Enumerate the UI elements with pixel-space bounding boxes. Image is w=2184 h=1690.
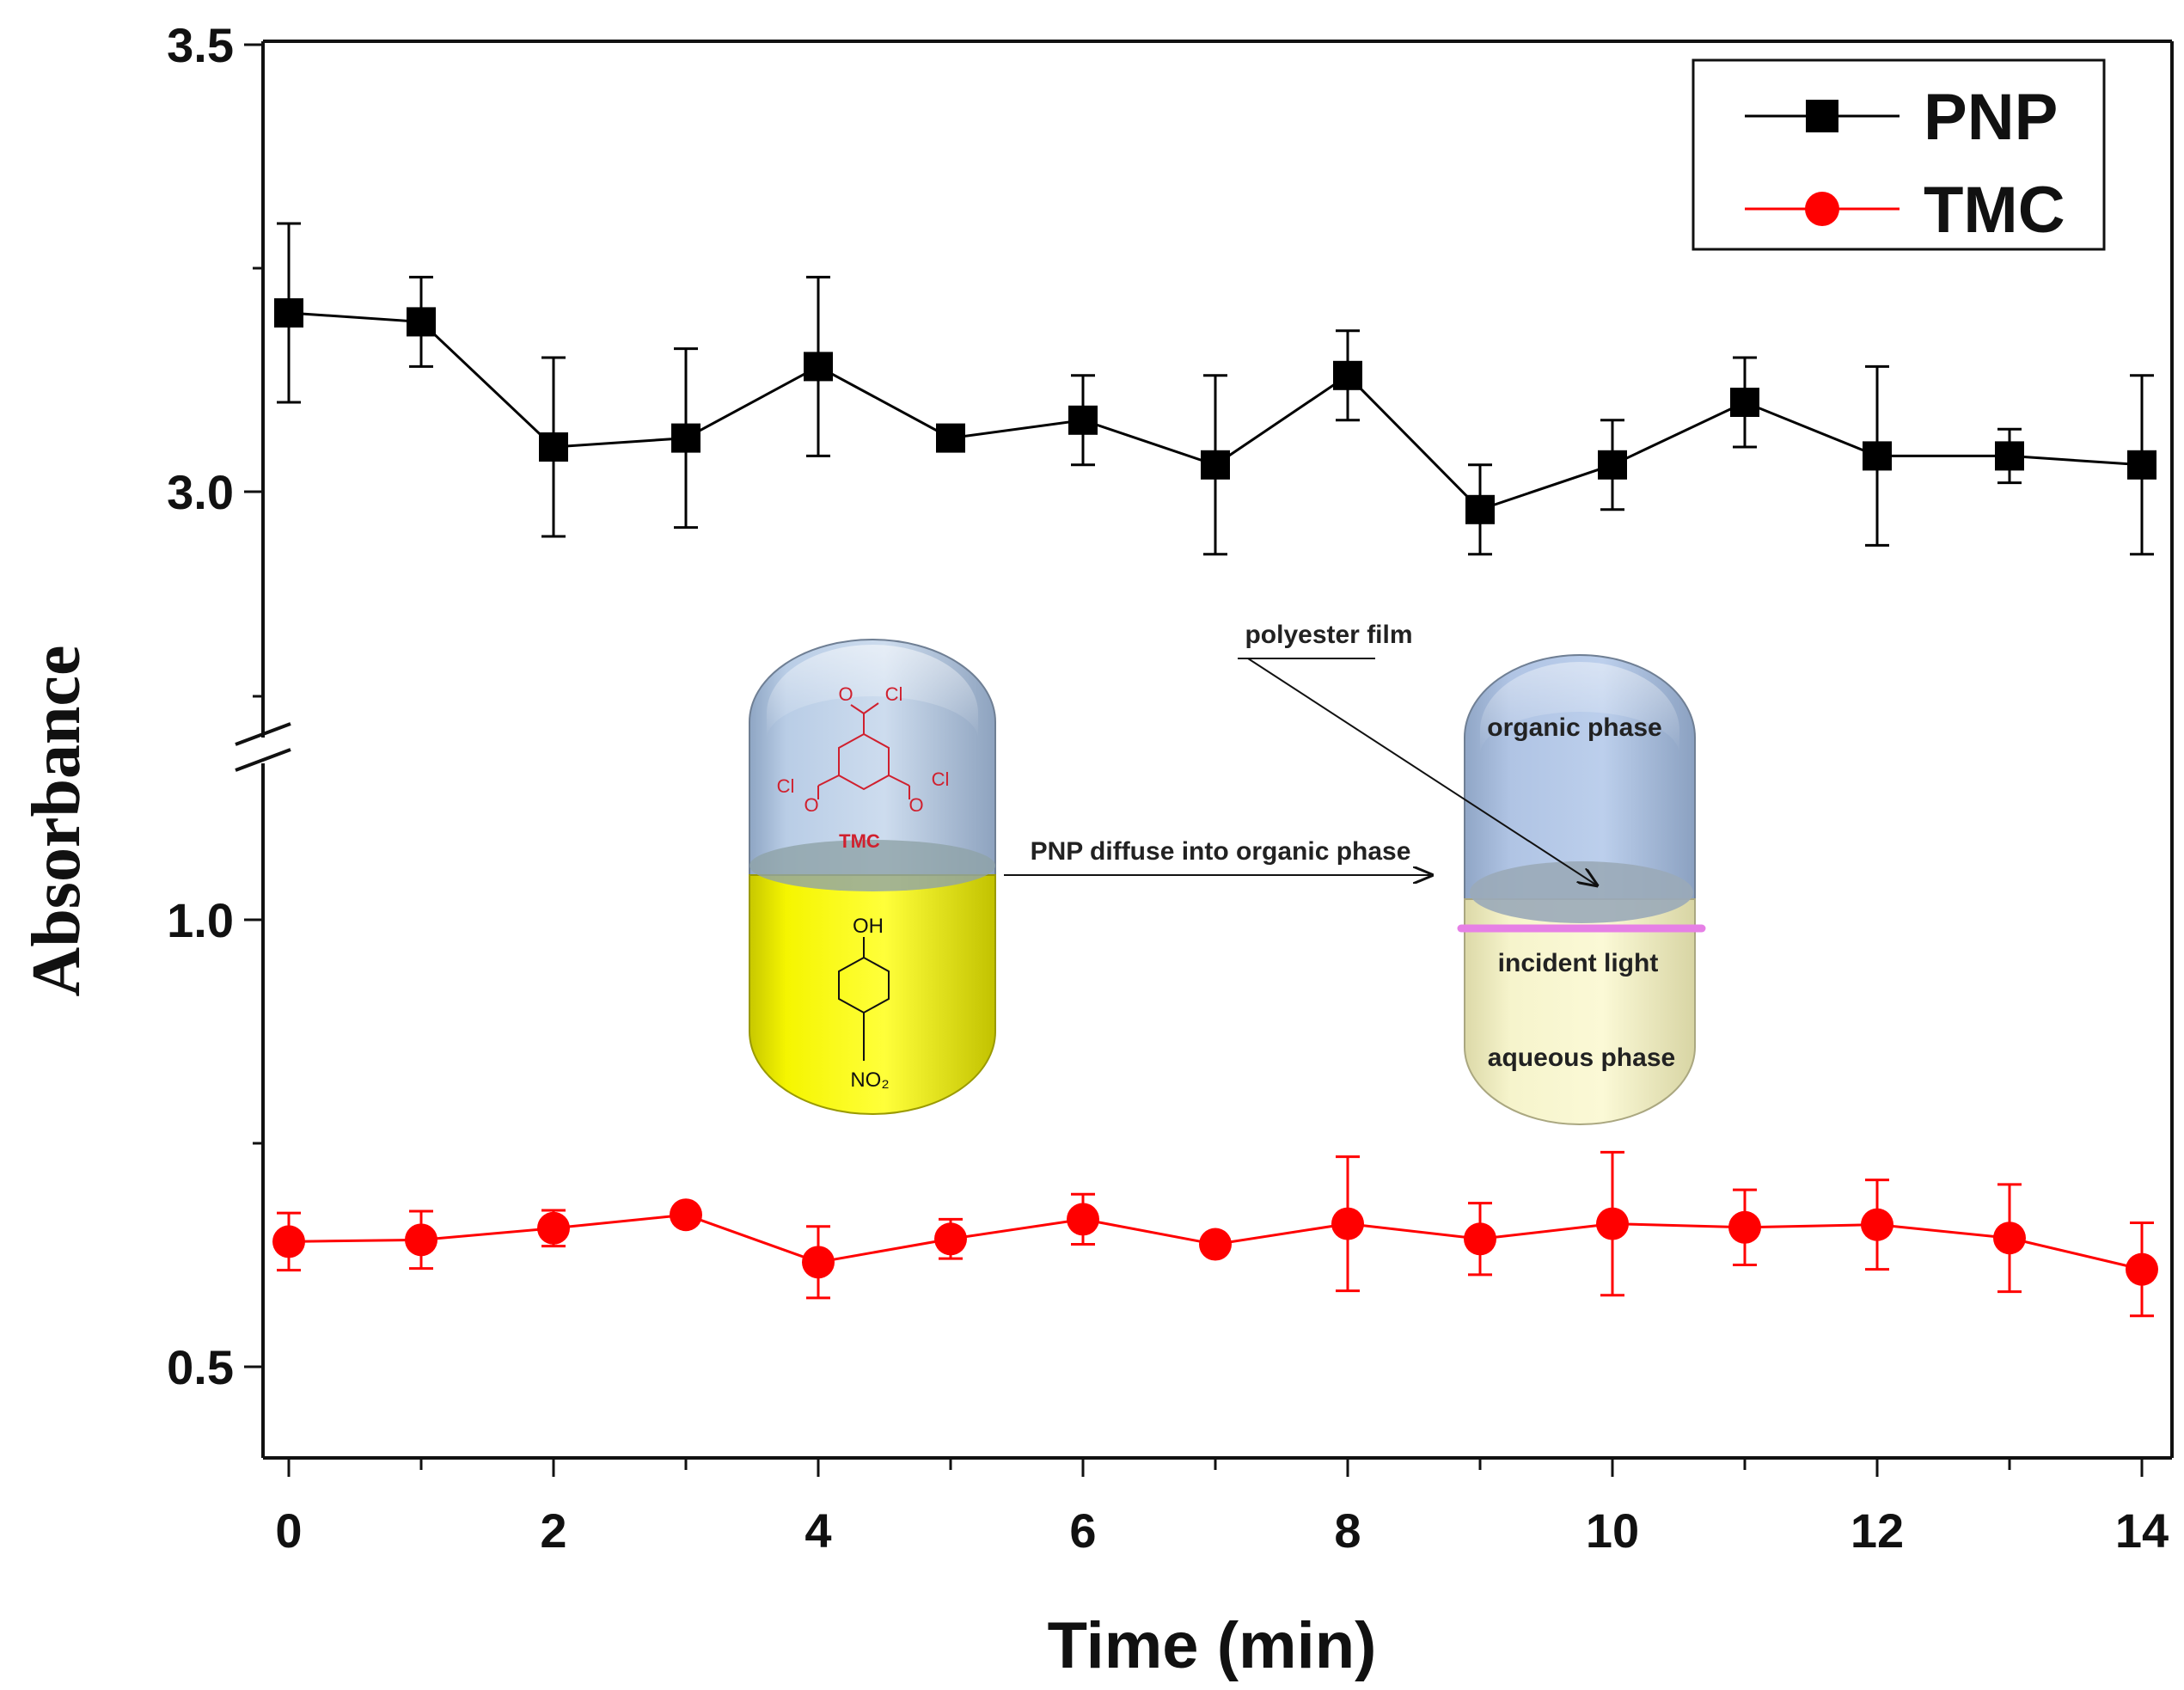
right-vial: polyester film organic phase incident li… [1238, 621, 1706, 1125]
legend-box [1692, 58, 2106, 251]
tmc-point-4 [802, 1246, 835, 1279]
right-vial-aqueous-layer [1464, 898, 1696, 1125]
axis-break-mark-2 [235, 748, 291, 772]
tmc-point-7 [1199, 1228, 1232, 1261]
legend-label-pnp: PNP [1924, 81, 2058, 154]
tmc-label-o-top: O [838, 683, 853, 705]
y-tick-label-3.5: 3.5 [167, 18, 234, 72]
tmc-point-9 [1464, 1222, 1496, 1256]
pnp-point-10 [1598, 450, 1627, 480]
tmc-point-0 [272, 1225, 305, 1258]
pnp-point-5 [936, 423, 965, 453]
pnp-point-3 [671, 423, 700, 453]
organic-phase-label: organic phase [1487, 713, 1661, 742]
legend-label-tmc: TMC [1924, 174, 2065, 247]
x-tick-label-8: 8 [1334, 1503, 1361, 1558]
pnp-label-no2: NO₂ [850, 1068, 889, 1092]
left-vial-interface [749, 840, 995, 891]
pnp-point-1 [407, 307, 436, 337]
x-tick-label-10: 10 [1586, 1503, 1639, 1558]
y-ticks: 0.5 1.0 3.0 3.5 [167, 18, 263, 1394]
pnp-point-12 [1863, 441, 1892, 471]
tmc-point-1 [405, 1223, 437, 1257]
tmc-label-o-right: O [908, 794, 923, 816]
tmc-point-13 [1993, 1222, 2026, 1255]
series-layer [272, 222, 2158, 1318]
inset-illustration: O Cl O Cl Cl O TMC Cl OH NO₂ PNP diffuse… [749, 621, 1706, 1125]
tmc-label-cl-left: Cl [777, 775, 795, 797]
pnp-point-2 [539, 432, 568, 462]
x-tick-label-2: 2 [540, 1503, 566, 1558]
tmc-point-10 [1596, 1207, 1629, 1240]
tmc-structure [817, 702, 910, 799]
x-tick-label-6: 6 [1069, 1503, 1096, 1558]
pnp-point-4 [804, 352, 833, 382]
tmc-label-cl-top: Cl [885, 683, 903, 705]
tmc-point-2 [537, 1211, 570, 1245]
pnp-point-6 [1068, 405, 1098, 435]
tmc-point-8 [1331, 1207, 1364, 1240]
tmc-point-11 [1728, 1210, 1761, 1244]
pnp-point-11 [1730, 388, 1759, 417]
legend-marker-pnp [1806, 100, 1838, 132]
tmc-point-12 [1861, 1208, 1893, 1241]
y-tick-label-0.5: 0.5 [167, 1340, 234, 1394]
pnp-point-9 [1465, 494, 1495, 524]
left-vial: O Cl O Cl Cl O TMC Cl OH NO₂ [749, 639, 996, 1115]
left-vial-highlight [767, 645, 978, 739]
tmc-point-3 [670, 1198, 702, 1232]
right-vial-highlight [1480, 662, 1679, 755]
tmc-label-cl-right: Cl [932, 768, 950, 790]
aqueous-phase-label: aqueous phase [1488, 1044, 1675, 1072]
legend-marker-tmc [1805, 192, 1839, 226]
diffusion-arrow-label: PNP diffuse into organic phase [1031, 837, 1411, 866]
pnp-point-13 [1995, 441, 2024, 471]
axis-break-mark-1 [235, 722, 291, 746]
polyester-film-label: polyester film [1245, 621, 1412, 649]
right-vial-polyester-film [1470, 861, 1693, 923]
x-ticks: 0 2 4 6 8 10 12 14 [275, 1458, 2169, 1558]
tmc-label-cl-extra: TMC [839, 830, 880, 852]
incident-light-label: incident light [1498, 949, 1659, 977]
x-axis-title: Time (min) [1048, 1609, 1377, 1682]
tmc-label-o-left: O [804, 794, 818, 816]
tmc-point-5 [934, 1222, 967, 1256]
y-tick-label-3.0: 3.0 [167, 465, 234, 519]
pnp-point-8 [1333, 360, 1362, 390]
pnp-point-7 [1201, 450, 1230, 480]
x-tick-label-0: 0 [275, 1503, 302, 1558]
plot-frame [235, 40, 2174, 1460]
left-vial-aqueous-layer [749, 874, 996, 1115]
pnp-point-14 [2127, 450, 2156, 480]
pnp-label-oh: OH [853, 915, 884, 938]
y-axis-title: Absorbance [19, 646, 95, 997]
x-tick-label-12: 12 [1851, 1503, 1904, 1558]
tmc-point-14 [2126, 1252, 2158, 1286]
polyester-film-pointer [1247, 658, 1597, 885]
x-tick-label-4: 4 [804, 1503, 831, 1558]
legend: PNP TMC [1692, 58, 2106, 251]
pnp-structure [838, 937, 890, 1061]
x-tick-label-14: 14 [2115, 1503, 2169, 1558]
pnp-point-0 [274, 298, 303, 328]
tmc-point-6 [1067, 1203, 1099, 1236]
y-tick-label-1.0: 1.0 [167, 893, 234, 947]
